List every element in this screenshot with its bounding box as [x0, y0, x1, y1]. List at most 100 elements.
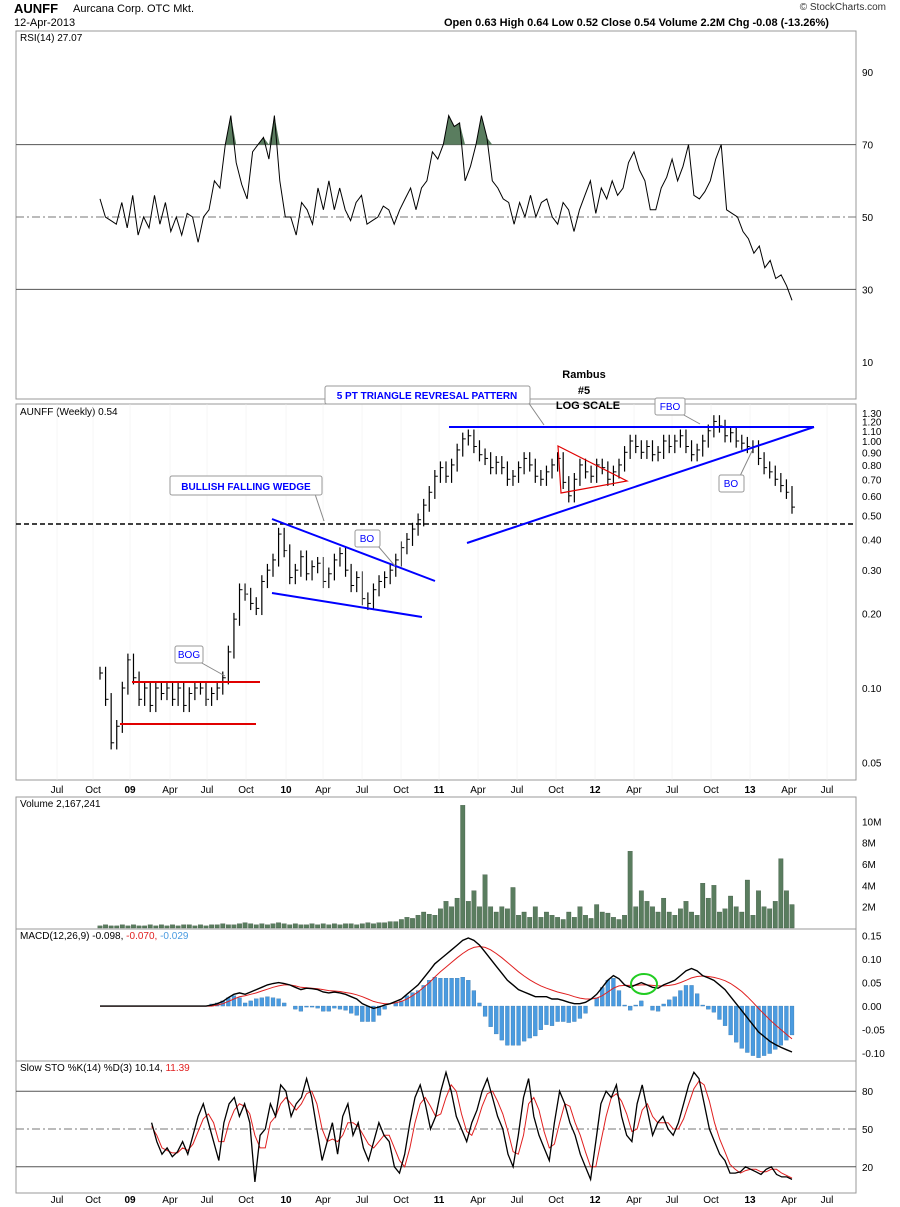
macd-hist-bar	[466, 980, 471, 1007]
callout-rambus: Rambus #5 LOG SCALE	[556, 369, 620, 412]
macd-hist-bar	[231, 995, 237, 1007]
macd-hist-bar	[471, 990, 477, 1007]
macd-label-hist: -0.029	[160, 931, 189, 942]
macd-hist-bar	[527, 1005, 532, 1039]
volume-bar	[309, 923, 315, 929]
volume-bar	[549, 915, 555, 929]
macd-hist-bar	[376, 1005, 382, 1016]
macd-hist-bar	[689, 985, 694, 1007]
callout-bo-2: BO	[718, 450, 753, 493]
volume-bar	[214, 924, 220, 929]
volume-bar	[426, 913, 432, 929]
sto-label-d: 11.39	[165, 1063, 190, 1074]
macd-label-signal: -0.070,	[126, 931, 157, 942]
bottom-x-tick: Oct	[85, 1195, 101, 1206]
macd-label: MACD(12,26,9) -0.098, -0.070, -0.029	[20, 931, 189, 942]
macd-hist-bar	[304, 1005, 309, 1008]
bottom-x-tick: Oct	[393, 1195, 409, 1206]
macd-hist-bar	[784, 1005, 789, 1041]
volume-bar	[750, 915, 756, 929]
callout-triangle: 5 PT TRIANGLE REVRESAL PATTERN	[324, 385, 545, 426]
macd-hist-bar	[293, 1005, 298, 1010]
price-x-tick: Jul	[356, 785, 369, 796]
macd-hist-bar	[332, 1005, 337, 1009]
volume-bar	[789, 904, 795, 929]
volume-bar	[717, 911, 722, 929]
volume-bar	[142, 925, 148, 929]
volume-bar	[555, 917, 560, 929]
volume-bar	[225, 924, 231, 929]
sto-k-line	[150, 1069, 793, 1182]
macd-hist-bar	[326, 1005, 331, 1012]
rsi-line	[99, 114, 793, 301]
volume-bar	[611, 917, 616, 929]
rsi-tick-label: 90	[862, 68, 874, 79]
callout-bo-1: BO	[354, 529, 396, 567]
volume-bar	[449, 906, 454, 929]
volume-bar	[477, 906, 482, 929]
volume-bar	[772, 901, 778, 929]
price-x-tick: Oct	[238, 785, 254, 796]
bottom-x-tick: Jul	[356, 1195, 369, 1206]
volume-bar	[147, 924, 153, 929]
volume-bar	[700, 883, 706, 929]
macd-line	[100, 937, 793, 1053]
rsi-label: RSI(14) 27.07	[20, 33, 83, 44]
chart-date: 12-Apr-2013	[14, 17, 76, 29]
macd-hist-bar	[728, 1005, 733, 1036]
volume-bar	[460, 805, 466, 929]
macd-hist-bar	[549, 1005, 555, 1026]
volume-bar	[298, 924, 304, 929]
volume-bar	[521, 911, 527, 929]
macd-hist-bar	[678, 990, 683, 1007]
macd-hist-bar	[315, 1005, 320, 1009]
volume-bar	[237, 923, 242, 929]
volume-bar	[354, 924, 360, 929]
volume-bar	[616, 919, 622, 929]
volume-bar	[516, 915, 521, 929]
macd-tick-label: 0.10	[862, 955, 882, 966]
rambus-text: Rambus	[562, 369, 605, 381]
volume-bar	[119, 924, 125, 929]
volume-bar	[761, 906, 767, 929]
callout-wedge: BULLISH FALLING WEDGE	[169, 475, 325, 522]
volume-bar	[136, 925, 142, 929]
price-tick-label: 1.00	[862, 437, 882, 448]
macd-hist-bar	[242, 1002, 248, 1007]
price-x-tick: Oct	[548, 785, 564, 796]
volume-bar	[421, 911, 427, 929]
macd-hist-bar	[248, 1000, 253, 1007]
volume-bar	[694, 915, 700, 929]
macd-hist-bar	[270, 997, 276, 1007]
volume-bar	[672, 915, 678, 929]
volume-bar	[410, 918, 415, 929]
wedge-bottom-line	[271, 592, 423, 618]
bottom-x-tick: Oct	[548, 1195, 564, 1206]
macd-hist-bar	[711, 1005, 716, 1013]
bottom-x-tick: Apr	[315, 1195, 331, 1206]
bottom-x-tick: 13	[744, 1195, 756, 1206]
volume-bar	[337, 924, 343, 929]
macd-hist-bar	[773, 1005, 778, 1050]
macd-hist-bar	[321, 1005, 326, 1012]
bottom-x-tick: 09	[124, 1195, 136, 1206]
macd-hist-bar	[650, 1005, 655, 1011]
volume-bar	[493, 911, 499, 929]
volume-bar	[270, 923, 276, 929]
volume-bar	[767, 908, 773, 929]
macd-hist-bar	[421, 985, 426, 1007]
price-x-tick: Jul	[201, 785, 214, 796]
macd-hist-bar	[455, 978, 460, 1007]
volume-bar	[784, 890, 789, 929]
macd-hist-bar	[594, 997, 599, 1007]
macd-hist-bar	[298, 1005, 304, 1012]
volume-bar	[482, 874, 488, 929]
volume-tick-label: 10M	[862, 817, 881, 828]
volume-bar	[393, 921, 399, 929]
macd-hist-bar	[337, 1005, 343, 1010]
volume-bar	[499, 906, 505, 929]
macd-hist-bar	[717, 1005, 722, 1020]
volume-bar	[488, 906, 494, 929]
volume-bar	[705, 897, 711, 929]
